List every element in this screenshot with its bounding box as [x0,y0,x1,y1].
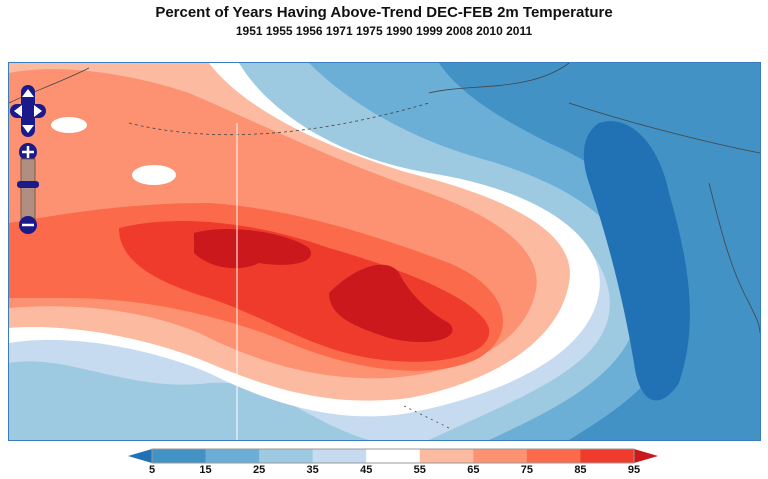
chart-subtitle: 1951 1955 1956 1971 1975 1990 1999 2008 … [235,24,533,38]
map-panel[interactable] [8,62,761,441]
chart-title: Percent of Years Having Above-Trend DEC-… [155,4,613,21]
colorbar-tick-label: 55 [413,464,426,476]
colorbar [128,448,658,464]
colorbar-segment [152,449,207,463]
contour-below-5 [583,121,690,401]
hawaii-islands [403,405,450,429]
colorbar-extend-low [128,449,152,463]
contour-25-35 [9,361,369,440]
colorbar-tick-label: 75 [520,464,533,476]
aleutian-islands [128,102,430,136]
colorbar-tick-label: 65 [467,464,480,476]
pan-arrows-icon[interactable] [10,85,46,137]
zoom-in-icon[interactable] [19,143,37,161]
zoom-out-icon[interactable] [19,216,37,234]
colorbar-segment [259,449,314,463]
colorbar-tick-label: 15 [199,464,212,476]
colorbar-tick-label: 95 [627,464,641,476]
zoom-slider-icon[interactable] [20,158,36,224]
contour-45-55-patch [132,165,176,185]
colorbar-tick-label: 85 [574,464,587,476]
map-navigation-controls[interactable] [10,85,46,235]
colorbar-tick-label: 5 [148,464,156,476]
colorbar-segment [205,449,260,463]
temperature-contour-map [9,63,760,440]
coastline [9,63,760,334]
colorbar-extend-high [634,449,658,463]
colorbar-segment [526,449,581,463]
colorbar-segment [312,449,367,463]
colorbar-tick-label: 45 [360,464,373,476]
colorbar-tick-label: 35 [306,464,319,476]
colorbar-segment [473,449,528,463]
colorbar-segment [419,449,474,463]
colorbar-segment [580,449,635,463]
colorbar-segment [366,449,421,463]
contour-above-95 [194,228,453,343]
contour-45-55-patch [51,117,87,133]
colorbar-tick-label: 25 [252,464,266,476]
zoom-slider-handle[interactable] [17,181,39,188]
colorbar-outline [151,448,635,464]
